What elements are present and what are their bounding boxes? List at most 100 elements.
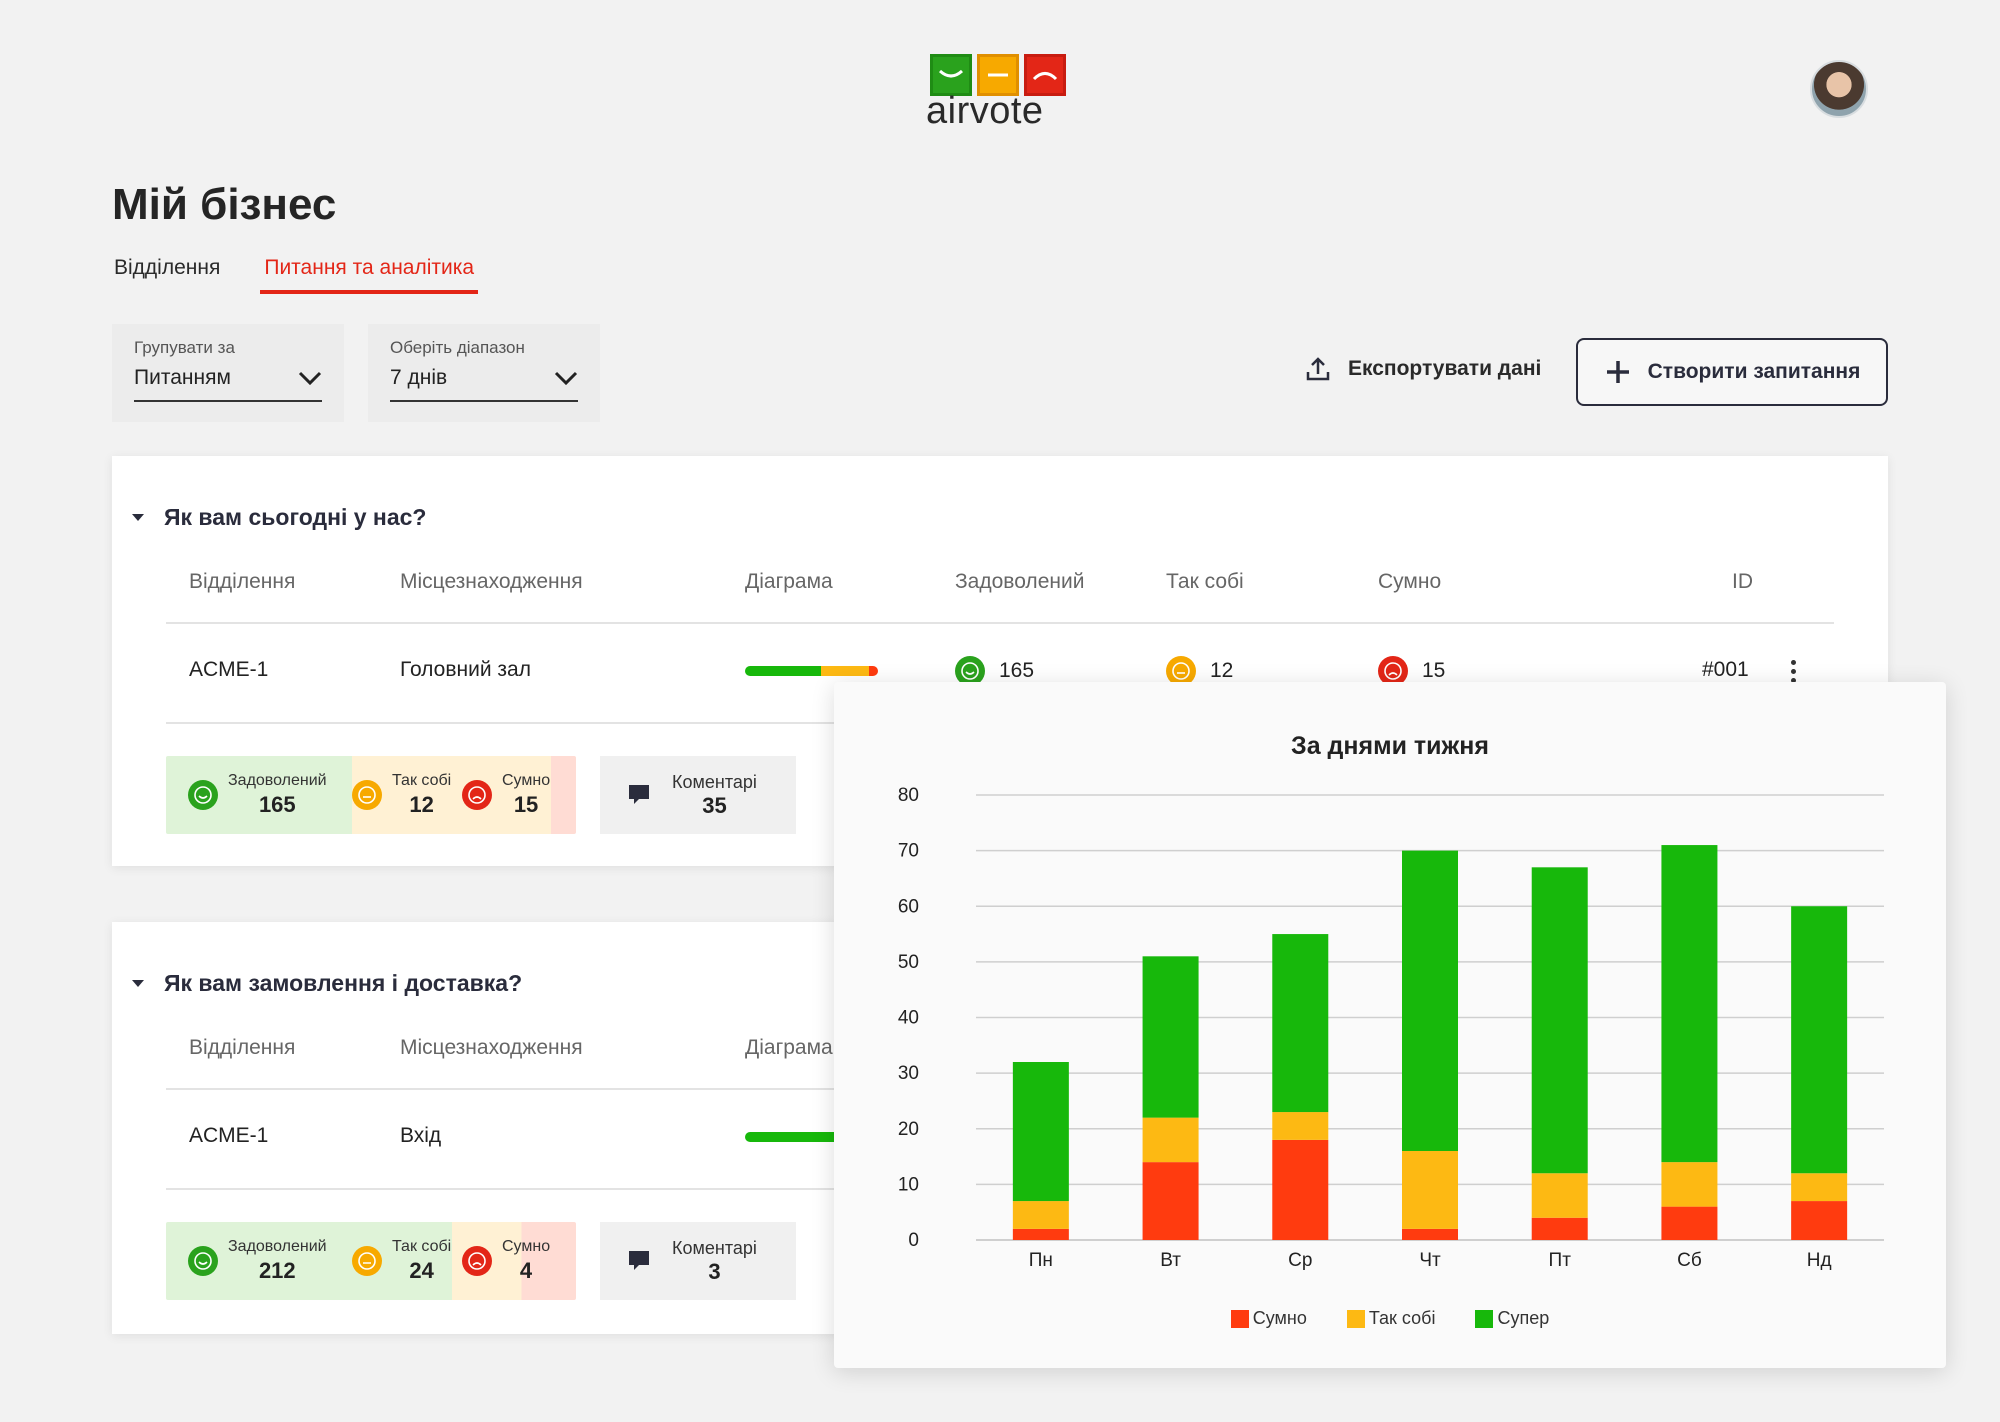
bar-segment [1402,1151,1458,1229]
row-satisfied: 165 [955,656,1034,686]
range-value: 7 днів [390,366,448,389]
row-diagram-bar [745,1132,878,1142]
logo-smileys [930,54,1072,96]
y-tick-label: 10 [898,1174,919,1195]
col-branch: Відділення [189,1036,296,1059]
summary-bar: Задоволений 212 Так собі 24 Сумно 4 [166,1222,576,1300]
row-sad: 15 [1378,656,1445,686]
chevron-down-icon [554,371,578,385]
caret-down-icon[interactable] [132,514,144,521]
x-tick-label: Нд [1807,1250,1832,1271]
comment-icon [629,1251,649,1270]
legend-swatch [1230,1309,1249,1328]
y-tick-label: 30 [898,1063,919,1084]
bar-segment [1142,1162,1199,1240]
legend-swatch [1346,1309,1365,1328]
tab-branches[interactable]: Відділення [114,256,221,279]
summary-sad-label: Сумно [502,1238,551,1255]
col-branch: Відділення [189,570,296,593]
comments-label: Коментарі [672,1237,757,1258]
happy-face-icon [188,780,218,810]
logo-wordmark: airvote [926,90,1044,132]
row-location: Головний зал [400,658,531,681]
summary-satisfied-label: Задоволений [228,1238,327,1255]
y-tick-label: 0 [908,1230,919,1251]
satisfied-count: 165 [999,659,1035,682]
export-data-button[interactable]: Експортувати дані [1306,356,1541,382]
create-question-button[interactable]: Створити запитання [1576,338,1888,406]
chart-title: За днями тижня [1291,732,1489,760]
col-diagram: Діаграма [745,1036,833,1059]
header-divider [166,622,1834,624]
row-soso: 12 [1166,656,1233,686]
question-title: Як вам сьогодні у нас? [164,504,427,530]
x-tick-label: Чт [1419,1250,1441,1271]
legend-item: Сумно [1230,1308,1307,1329]
summary-bar: Задоволений 165 Так собі 12 Сумно 15 [166,756,576,834]
question-title: Як вам замовлення і доставка? [164,970,523,996]
y-tick-label: 20 [898,1119,919,1140]
sad-face-icon [462,1246,492,1276]
row-branch: ACME-1 [189,1124,269,1147]
x-tick-label: Пт [1549,1250,1572,1271]
row-id: #001 [1702,658,1749,681]
col-diagram: Діаграма [745,570,833,593]
legend-item: Так собі [1346,1308,1435,1329]
summary-sad: Сумно 4 [452,1222,576,1300]
bar-segment [1791,1201,1848,1240]
upload-icon [1306,357,1330,381]
y-tick-label: 70 [898,841,919,862]
group-by-select[interactable]: Групувати за Питанням [112,324,344,422]
question-title-row[interactable]: Як вам сьогодні у нас? [132,504,426,531]
summary-sad-value: 15 [513,792,539,817]
question-title-row[interactable]: Як вам замовлення і доставка? [132,970,522,997]
page-title: Мій бізнес [112,180,337,229]
summary-soso-label: Так собі [392,772,452,789]
stacked-bar-chart: 0 10 20 30 40 50 60 70 80 Пн Вт Ср Чт Пт Сб Нд [898,785,1884,1271]
col-location: Місцезнаходження [400,570,583,593]
logo-neutral-icon [977,54,1019,96]
col-soso: Так собі [1166,570,1244,593]
bar-segment [1531,1217,1588,1240]
comment-icon [629,785,649,804]
col-sad: Сумно [1378,570,1442,593]
airvote-logo[interactable]: airvote [926,54,1072,133]
bar-segment [1791,906,1848,1174]
bar-segment [1272,934,1329,1113]
tab-bar: Відділення Питання та аналітика [114,256,479,294]
x-tick-label: Вт [1160,1250,1181,1271]
sad-count: 15 [1422,659,1446,682]
bar-segment [1142,956,1199,1118]
legend-label: Супер [1497,1308,1550,1328]
bar-segment [1402,850,1458,1151]
bar-segment [1531,1173,1588,1218]
y-tick-label: 60 [898,896,919,917]
happy-face-icon [955,656,985,686]
comments-button[interactable]: Коментарі 35 [600,756,796,834]
legend-swatch [1475,1309,1494,1328]
summary-satisfied-label: Задоволений [228,772,327,789]
bar-green [745,1132,878,1142]
user-avatar[interactable] [1810,60,1868,118]
bar-red [868,666,878,676]
tab-questions-analytics[interactable]: Питання та аналітика [260,256,479,294]
col-location: Місцезнаходження [400,1036,583,1059]
bar-yellow [820,666,869,676]
range-select[interactable]: Оберіть діапазон 7 днів [368,324,600,422]
summary-sad-value: 4 [519,1258,533,1283]
summary-sad-label: Сумно [502,772,551,789]
caret-down-icon[interactable] [132,980,144,987]
chevron-down-icon [298,371,322,385]
bar-segment [1012,1062,1069,1202]
summary-soso-label: Так собі [392,1238,452,1255]
summary-soso-value: 12 [409,792,434,817]
more-options-icon[interactable] [1791,660,1797,683]
range-value-row[interactable]: 7 днів [390,358,578,402]
legend-item: Супер [1475,1308,1549,1329]
plus-icon [1606,361,1629,383]
summary-soso-value: 24 [409,1258,434,1283]
comments-button[interactable]: Коментарі 3 [600,1222,796,1300]
group-by-value-row[interactable]: Питанням [134,358,322,402]
summary-soso: Так собі 24 [352,1222,452,1300]
bar-segment [1272,1112,1329,1140]
